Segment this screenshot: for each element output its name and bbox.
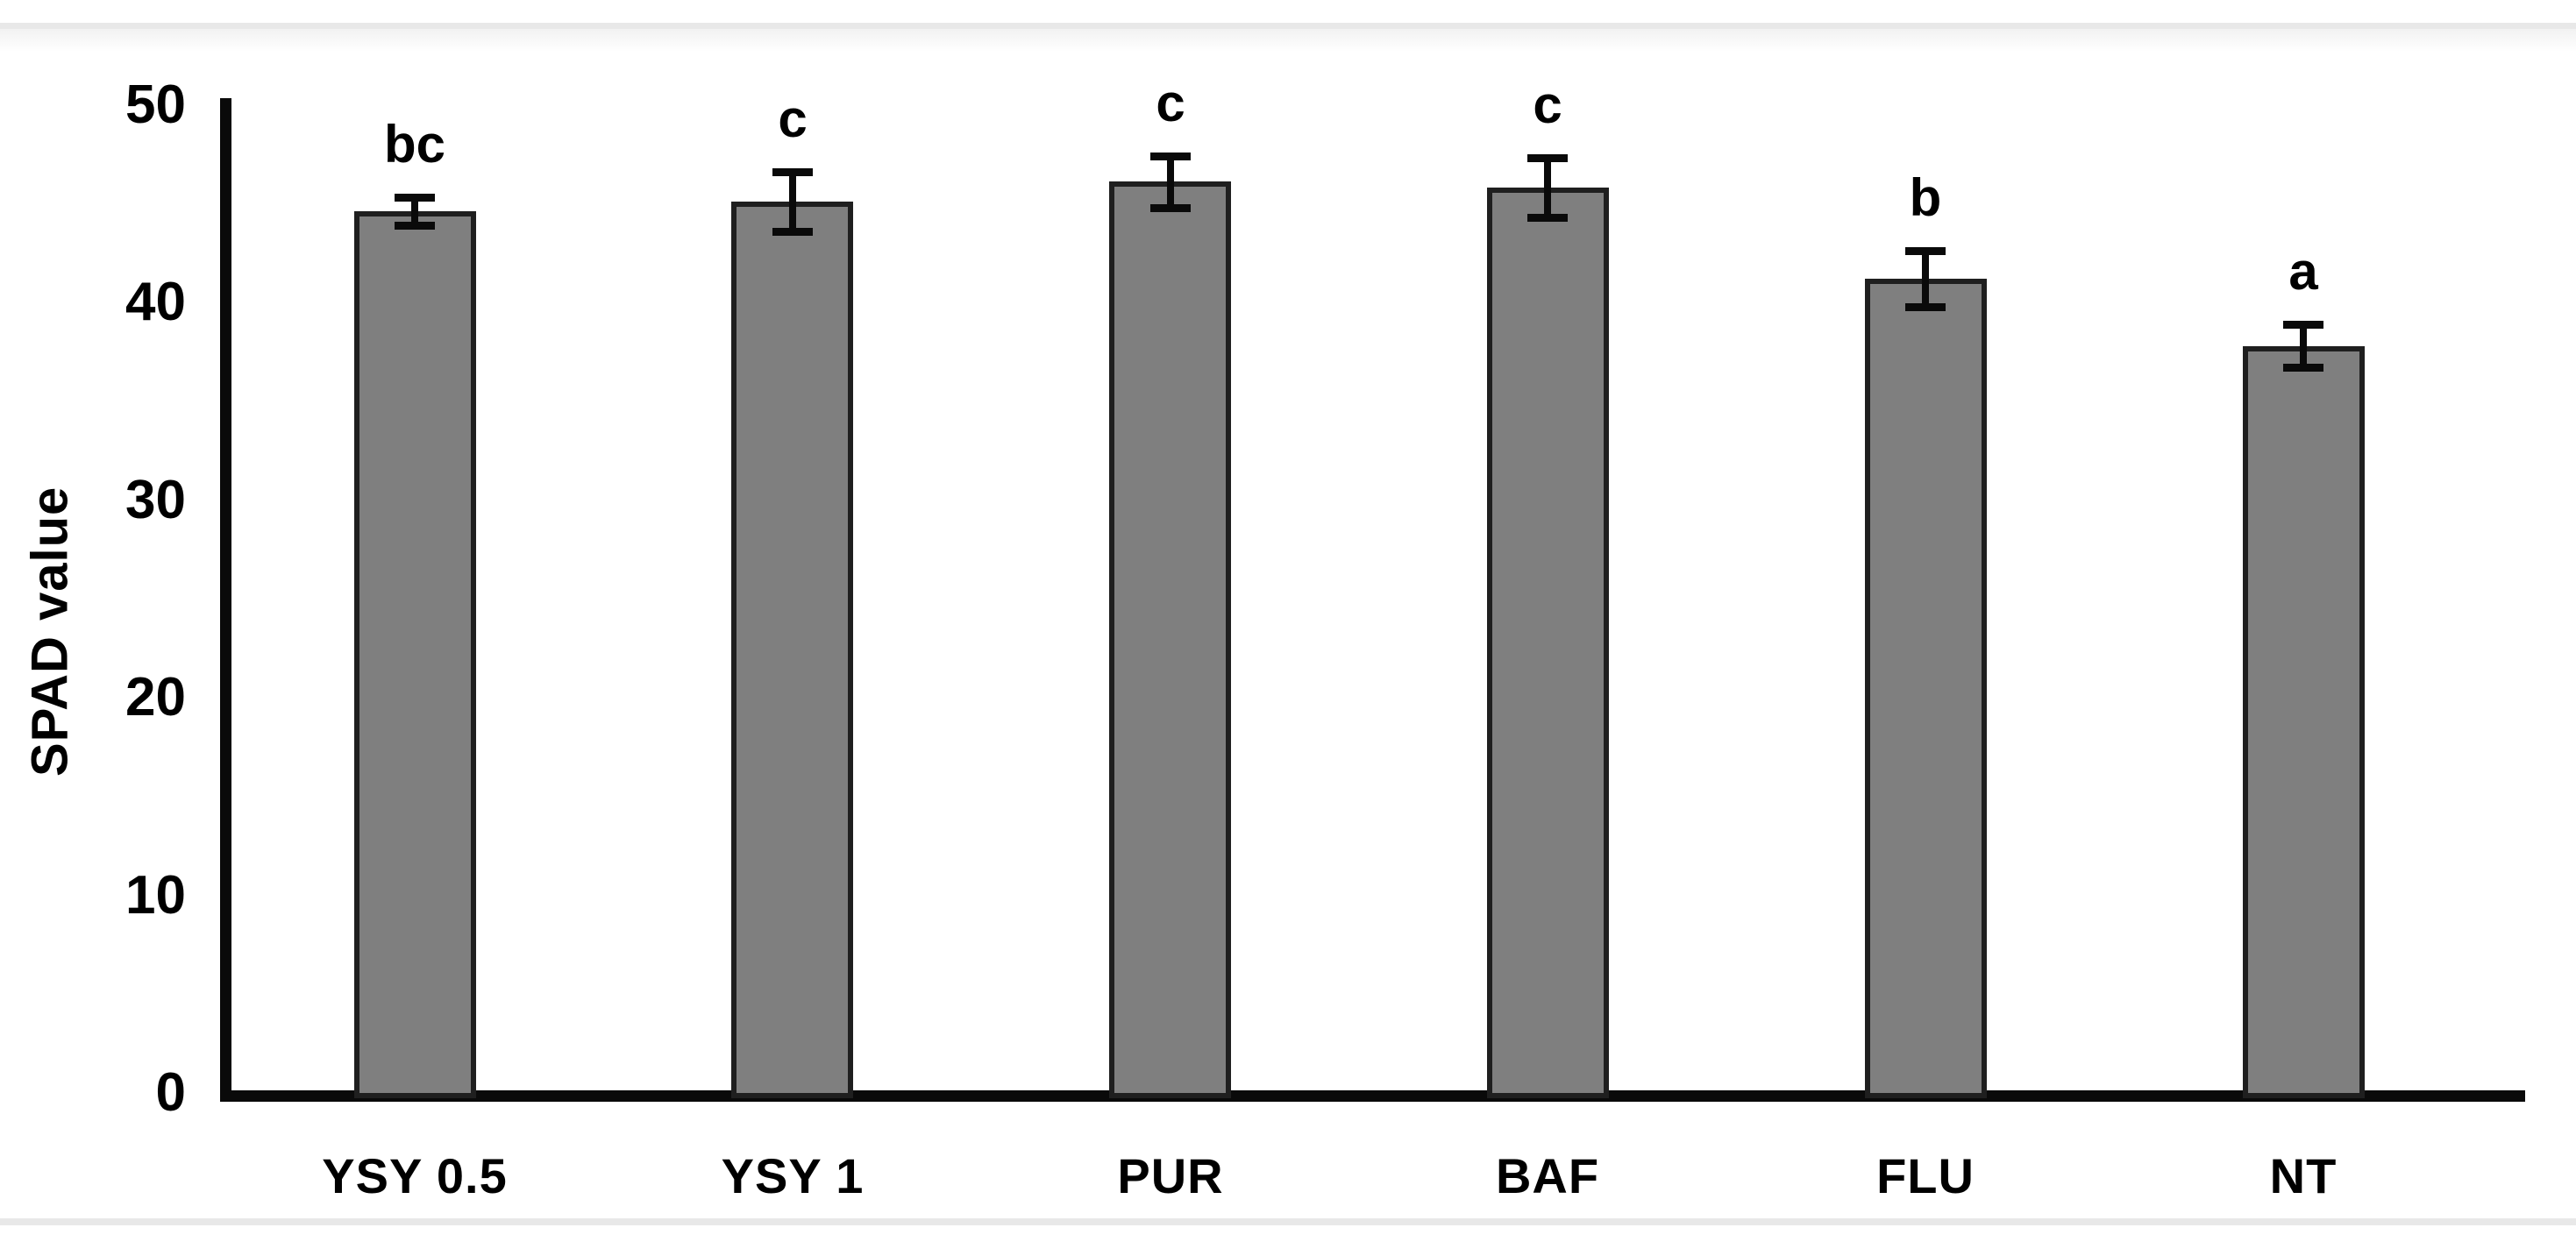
significance-letter: b	[1909, 168, 1942, 227]
error-bar-cap	[395, 222, 435, 230]
error-bar-cap	[1905, 247, 1946, 255]
error-bar-cap	[772, 168, 813, 176]
top-divider	[0, 23, 2576, 29]
error-bar-stem	[2300, 324, 2307, 368]
error-bar-cap	[395, 194, 435, 202]
bar-ysy-0.5	[354, 211, 476, 1098]
x-category-label: NT	[2269, 1148, 2338, 1203]
x-category-label: YSY 1	[721, 1148, 865, 1203]
error-bar-stem	[1922, 251, 1929, 306]
top-divider-shadow	[0, 29, 2576, 52]
error-bar-stem	[1167, 156, 1174, 208]
y-tick-label: 30	[125, 469, 186, 530]
error-bar-stem	[789, 172, 796, 231]
error-bar-cap	[2283, 321, 2323, 329]
error-bar-cap	[772, 228, 813, 236]
y-tick-label: 20	[125, 667, 186, 727]
x-category-label: PUR	[1117, 1148, 1224, 1203]
x-category-label: YSY 0.5	[322, 1148, 508, 1203]
x-category-label: FLU	[1876, 1148, 1975, 1203]
error-bar-cap	[1905, 303, 1946, 311]
x-axis-line	[220, 1090, 2525, 1102]
error-bar-cap	[1150, 204, 1191, 212]
significance-letter: c	[1533, 75, 1562, 134]
y-tick-label: 0	[155, 1062, 186, 1123]
significance-letter: a	[2288, 242, 2318, 301]
error-bar-stem	[411, 197, 418, 225]
y-tick-label: 10	[125, 864, 186, 926]
significance-letter: bc	[383, 115, 446, 174]
y-tick-label: 40	[125, 272, 186, 332]
bottom-divider	[0, 1218, 2576, 1225]
bar-baf	[1487, 188, 1609, 1098]
error-bar-cap	[1150, 153, 1191, 160]
significance-letter: c	[778, 89, 808, 148]
bar-pur	[1109, 181, 1231, 1098]
x-category-label: BAF	[1495, 1148, 1600, 1203]
error-bar-cap	[1527, 214, 1568, 222]
error-bar-cap	[1527, 154, 1568, 162]
y-tick-label: 50	[125, 74, 186, 135]
error-bar-cap	[2283, 364, 2323, 372]
significance-letter: c	[1156, 74, 1185, 132]
bar-flu	[1865, 279, 1987, 1098]
y-axis-line	[220, 98, 231, 1102]
error-bar-stem	[1544, 158, 1551, 217]
bar-nt	[2243, 346, 2365, 1098]
bar-ysy-1	[731, 202, 853, 1098]
